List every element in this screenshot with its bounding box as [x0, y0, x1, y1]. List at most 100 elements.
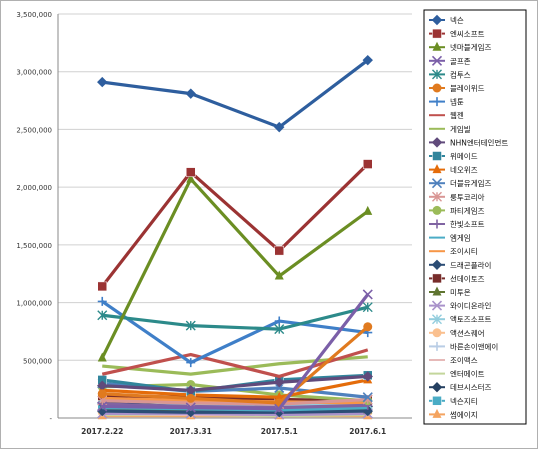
data-point	[363, 322, 373, 332]
x-axis: 2017.2.22 2017.3.31 2017.5.1 2017.6.1	[58, 417, 412, 436]
data-point	[186, 358, 196, 368]
legend-label: 네오위즈	[450, 166, 478, 175]
legend-label: 엠게임	[450, 233, 471, 243]
legend-label: 넥슨지티	[450, 396, 478, 406]
data-point	[432, 83, 442, 93]
data-point	[432, 191, 442, 202]
legend-label: 한빛소프트	[450, 219, 485, 229]
data-point	[432, 341, 442, 351]
x-tick-label: 2017.5.1	[261, 427, 298, 436]
legend-item: 드래곤플라이	[429, 259, 491, 271]
data-point	[274, 245, 284, 256]
legend-label: 썸에이지	[450, 409, 478, 419]
data-point	[362, 371, 373, 382]
data-point	[362, 392, 373, 403]
legend-item: 바른손이앤에이	[429, 341, 498, 351]
series-7	[97, 296, 373, 368]
data-point	[274, 377, 285, 388]
y-tick-label: -	[49, 415, 52, 423]
data-point	[432, 28, 442, 39]
data-point	[431, 381, 443, 393]
series-line	[102, 397, 368, 406]
legend-label: 조이시티	[450, 246, 478, 256]
data-point	[432, 408, 442, 418]
x-tick-label: 2017.6.1	[349, 427, 386, 436]
data-point	[274, 316, 284, 326]
data-point	[97, 76, 108, 88]
data-point	[274, 324, 285, 335]
series-line	[100, 177, 369, 359]
legend-label: 골프존	[450, 57, 471, 66]
data-point	[186, 393, 196, 403]
legend-item: 데브시스터즈	[429, 381, 491, 393]
legend-item: 넥슨	[429, 14, 464, 26]
data-point	[431, 178, 443, 189]
series-line	[100, 162, 369, 288]
data-point	[274, 121, 285, 133]
data-point	[362, 302, 373, 313]
legend-item: 엔씨소프트	[429, 29, 485, 39]
legend-label: 파티게임즈	[450, 205, 485, 215]
data-point	[431, 300, 443, 311]
y-tick-label: 2,000,000	[16, 184, 52, 192]
data-point	[432, 164, 442, 174]
legend-label: 와이디온라인	[450, 301, 491, 311]
legend-label: 넷마블게임즈	[450, 42, 491, 52]
data-point	[274, 382, 285, 394]
data-point	[432, 97, 442, 107]
data-point	[431, 14, 443, 26]
legend-item: 액션스퀘어	[429, 328, 485, 338]
legend-label: 드래곤플라이	[450, 260, 491, 270]
legend-label: 블레이위드	[450, 83, 485, 93]
data-point	[185, 88, 196, 99]
data-point	[432, 286, 442, 296]
legend-label: 데브시스터즈	[450, 383, 491, 392]
data-point	[97, 352, 107, 362]
series-line	[102, 293, 370, 411]
data-point	[432, 396, 442, 406]
data-point	[363, 159, 373, 169]
data-point	[185, 320, 196, 331]
legend-label: 넥슨	[450, 15, 464, 25]
y-tick-label: 1,000,000	[16, 300, 52, 308]
data-point	[186, 167, 196, 177]
data-point	[362, 289, 373, 300]
legend-item: 넥슨지티	[429, 396, 478, 406]
legend-label: 바른손이앤에이	[450, 341, 498, 351]
legend-label: 엔씨소프트	[450, 29, 485, 39]
series-3	[97, 173, 373, 362]
y-tick-label: 1,500,000	[16, 242, 52, 250]
series-line	[101, 300, 368, 365]
data-point	[97, 281, 107, 292]
data-point	[186, 173, 196, 183]
data-point	[362, 54, 373, 66]
legend-item: 컴투스	[429, 69, 471, 79]
legend-item: 엔터메이트	[429, 369, 485, 379]
legend-label: 선데이토즈	[450, 273, 485, 283]
y-tick-label: 3,500,000	[16, 11, 52, 19]
legend-item: 파티게임즈	[429, 205, 485, 215]
legend-label: 엔터메이트	[450, 369, 485, 379]
legend-label: 컴투스	[450, 70, 471, 79]
x-tick-label: 2017.2.22	[81, 427, 123, 436]
legend-item: 위메이드	[429, 151, 478, 161]
series-9	[102, 355, 368, 376]
data-point	[274, 391, 284, 401]
series-line	[102, 325, 369, 405]
data-point	[431, 137, 443, 148]
legend-item: 넷마블게임즈	[429, 41, 491, 52]
legend-label: 더블유게임즈	[450, 178, 491, 188]
series-2	[97, 159, 373, 292]
y-tick-label: 500,000	[23, 357, 52, 365]
series-line	[102, 409, 368, 414]
legend-label: 위메이드	[450, 151, 478, 161]
series-line	[102, 355, 368, 376]
legend-label: 액션스퀘어	[450, 328, 485, 338]
legend-label: 미투온	[450, 288, 471, 297]
x-tick-label: 2017.3.31	[170, 427, 212, 436]
legend-item: 미투온	[429, 286, 471, 297]
data-point	[97, 401, 108, 412]
legend-item: 게임빌	[429, 124, 471, 134]
data-point	[363, 205, 373, 215]
